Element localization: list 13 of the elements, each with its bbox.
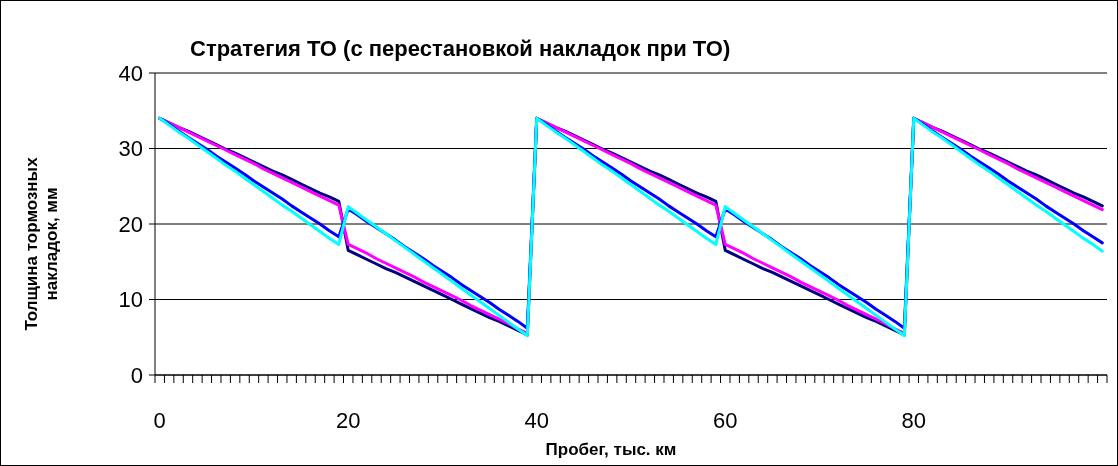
- chart-title: Стратегия ТО (с перестановкой накладок при ТО): [190, 36, 731, 61]
- x-tick-label: 0: [153, 408, 166, 433]
- x-tick-label: 80: [901, 408, 927, 433]
- y-tick-label: 30: [118, 136, 143, 162]
- x-tick-label: 60: [713, 408, 738, 433]
- x-axis-title: Пробег, тыс. км: [545, 440, 677, 459]
- y-tick-label: 0: [130, 362, 143, 388]
- x-tick-label: 20: [335, 408, 361, 433]
- y-tick-label: 20: [118, 211, 143, 237]
- x-tick-label: 40: [524, 408, 549, 433]
- y-tick-label: 40: [118, 60, 143, 86]
- y-tick-label: 10: [118, 287, 143, 313]
- y-axis-title: Толщина тормозных накладок, мм: [22, 156, 61, 331]
